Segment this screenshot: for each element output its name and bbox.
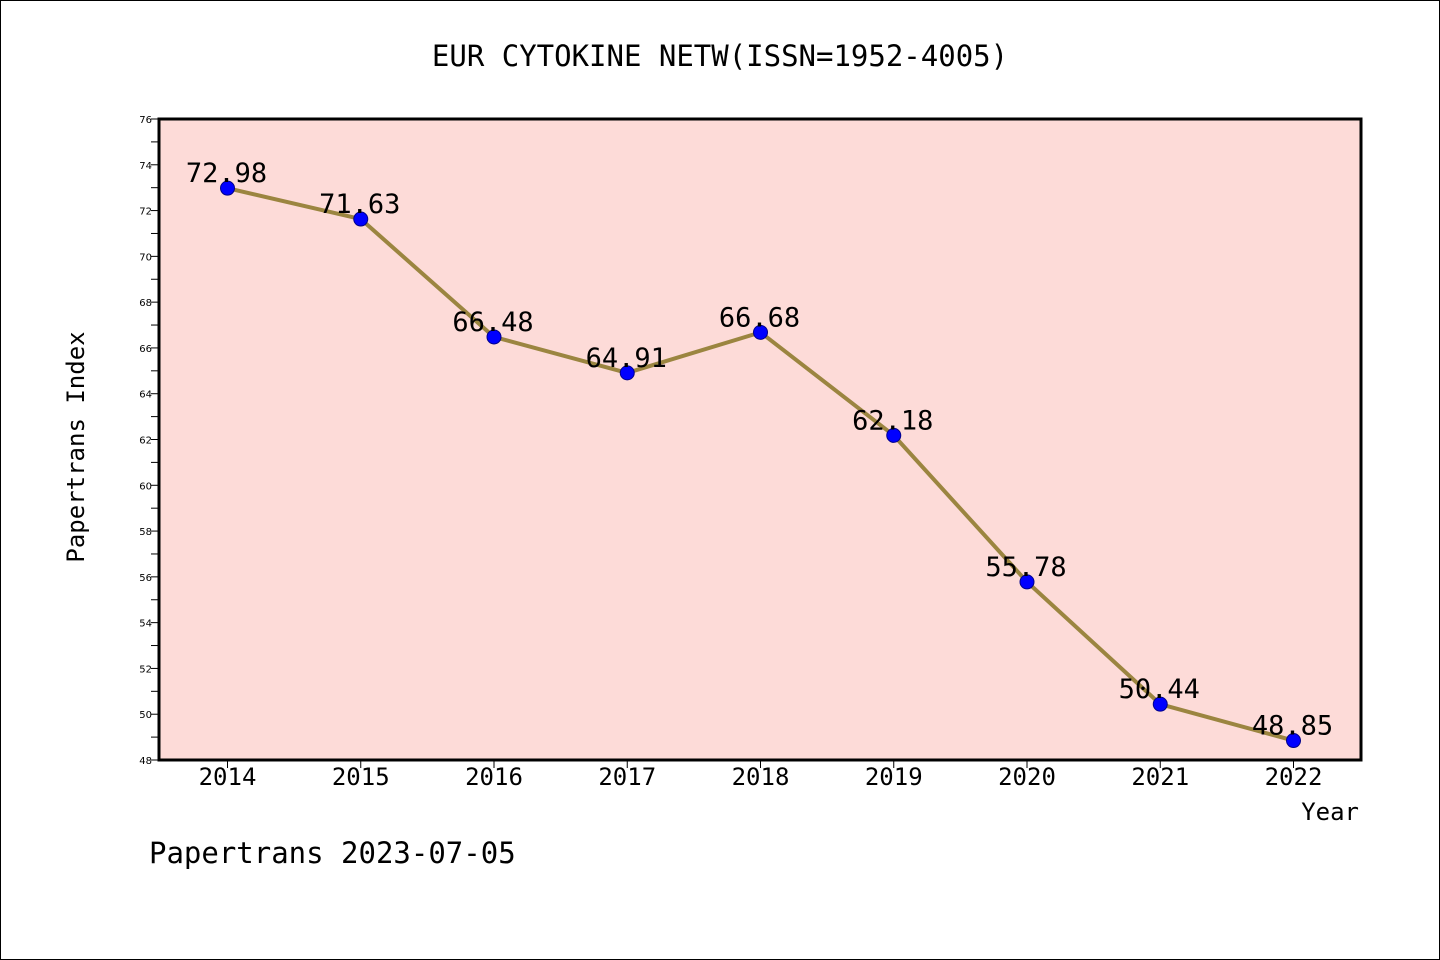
data-label-2019: 62.18 (852, 405, 933, 436)
y-tick-label: 74 (139, 161, 152, 172)
x-tick-label-2021: 2021 (1131, 763, 1189, 791)
data-point-2020 (1019, 574, 1035, 590)
x-axis-label: Year (1301, 798, 1359, 826)
data-label-2018: 66.68 (719, 302, 800, 333)
y-tick-label: 72 (139, 207, 152, 218)
data-label-2015: 71.63 (319, 189, 400, 220)
y-tick-label: 50 (139, 710, 152, 721)
data-point-2021 (1152, 696, 1168, 712)
y-tick-label: 64 (139, 390, 152, 401)
x-tick-label-2022: 2022 (1265, 763, 1323, 791)
x-tick-label-2017: 2017 (598, 763, 656, 791)
y-tick-label: 76 (139, 115, 152, 126)
data-point-2016 (486, 329, 502, 345)
y-tick-label: 56 (139, 573, 152, 584)
y-tick-label: 68 (139, 298, 152, 309)
y-tick-label: 66 (139, 344, 152, 355)
y-tick-label: 52 (139, 664, 152, 675)
chart-title: EUR CYTOKINE NETW(ISSN=1952-4005) (432, 39, 1008, 73)
x-tick-label-2015: 2015 (332, 763, 390, 791)
data-point-2017 (619, 365, 635, 381)
data-point-2015 (353, 211, 369, 227)
x-tick-label-2014: 2014 (199, 763, 257, 791)
y-tick-label: 48 (139, 756, 152, 767)
y-tick-label: 58 (139, 527, 152, 538)
data-label-2014: 72.98 (186, 158, 267, 189)
x-tick-label-2016: 2016 (465, 763, 523, 791)
footer-date-label: Papertrans 2023-07-05 (149, 836, 516, 870)
x-tick-label-2018: 2018 (732, 763, 790, 791)
data-point-2014 (220, 180, 235, 196)
data-point-2022 (1286, 733, 1301, 749)
x-tick-label-2019: 2019 (865, 763, 923, 791)
data-point-2018 (753, 324, 768, 340)
y-tick-label: 70 (139, 252, 152, 263)
data-label-2020: 55.78 (985, 552, 1066, 583)
y-tick-label: 54 (139, 619, 152, 630)
data-point-2019 (886, 427, 902, 443)
data-label-2016: 66.48 (452, 307, 533, 338)
y-tick-label: 62 (139, 436, 152, 447)
plot-frame (157, 117, 1363, 762)
x-tick-label-2020: 2020 (998, 763, 1056, 791)
y-axis-label: Papertrans Index (62, 331, 90, 562)
y-tick-label: 60 (139, 481, 152, 492)
data-label-2017: 64.91 (586, 343, 667, 374)
data-label-2022: 48.85 (1252, 711, 1333, 742)
data-label-2021: 50.44 (1119, 674, 1200, 705)
